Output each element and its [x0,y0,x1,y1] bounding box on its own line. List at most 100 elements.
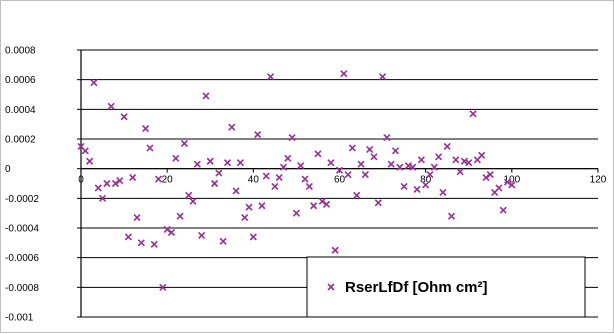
data-point [241,214,249,222]
data-point [111,179,120,188]
data-point [228,123,236,131]
data-point [400,182,408,191]
legend-label: RserLfDf [Ohm cm²] [345,279,488,296]
data-point [374,199,382,207]
data-point [120,113,128,121]
data-point [116,176,124,185]
data-point [327,159,335,167]
data-point [284,154,292,162]
data-point [439,188,447,196]
data-point [314,150,322,158]
data-point [478,151,486,159]
data-point [292,209,300,217]
data-point [331,246,339,254]
data-point [107,102,115,110]
x-tick-label: 20 [162,175,174,186]
data-point [486,171,494,179]
data-point [81,147,89,155]
data-point [219,237,227,245]
data-point [323,200,331,208]
data-point [404,162,412,170]
x-tick-label: 120 [590,175,607,186]
data-point [465,159,473,167]
data-point [366,145,374,153]
data-point [146,144,154,152]
data-point [133,214,141,222]
data-point [288,133,296,142]
data-point [353,191,361,199]
x-tick-labels: 0 20 40 60 80 100 120 [78,175,607,186]
data-point [456,168,464,176]
data-point [129,174,137,182]
data-point [297,162,305,170]
data-points [77,70,516,291]
data-point [275,174,283,182]
data-point [249,233,257,241]
data-point [163,225,171,234]
x-tick-label: 100 [503,175,520,186]
data-point [262,172,270,180]
data-point [236,159,244,167]
data-point [460,157,469,165]
data-point [452,156,460,164]
data-point [387,160,395,168]
data-point [430,163,438,171]
data-point [254,130,262,139]
legend: RserLfDf [Ohm cm²] [306,256,586,318]
data-point [215,169,223,177]
data-point [344,171,352,179]
data-point [443,142,451,150]
data-point [150,240,158,248]
y-tick-label: 0.0006 [5,75,36,86]
data-point [137,239,145,247]
data-point [447,212,456,220]
data-point [206,157,214,165]
data-point [86,157,94,165]
data-point [167,228,176,237]
data-point [267,73,275,81]
data-point [176,212,184,220]
data-point [310,202,318,210]
y-tick-label: -0.0002 [5,194,39,205]
legend-x-mark [327,283,335,291]
x-tick-label: 40 [248,175,260,186]
y-tick-label: 0.0008 [5,46,36,57]
y-tick-label: 0.0004 [5,105,36,116]
data-point [90,79,98,87]
data-point [142,125,150,133]
data-point [202,92,210,100]
data-point [426,171,434,179]
data-point [271,182,279,191]
legend-marker-icon [327,283,335,291]
data-point [124,233,132,241]
data-point [232,187,240,195]
data-point [413,185,421,193]
data-point [223,159,232,167]
data-point [180,139,188,148]
data-point [340,70,348,78]
data-point [279,163,288,171]
data-point [469,110,477,118]
data-point [508,181,516,189]
data-point [318,197,326,205]
data-point [189,197,197,205]
data-point [357,160,365,168]
data-point [348,144,356,152]
data-point [370,153,378,161]
data-point [361,171,369,179]
data-point [503,178,512,186]
data-point [210,179,219,188]
data-point [383,133,391,142]
data-point [98,194,107,202]
data-point [103,179,111,188]
y-tick-label: -0.0008 [5,283,39,294]
data-point [305,182,313,191]
axes [77,49,599,318]
data-point [245,203,253,211]
data-point [258,202,266,210]
data-point [409,163,417,171]
data-point [396,163,404,171]
data-point [499,206,507,214]
